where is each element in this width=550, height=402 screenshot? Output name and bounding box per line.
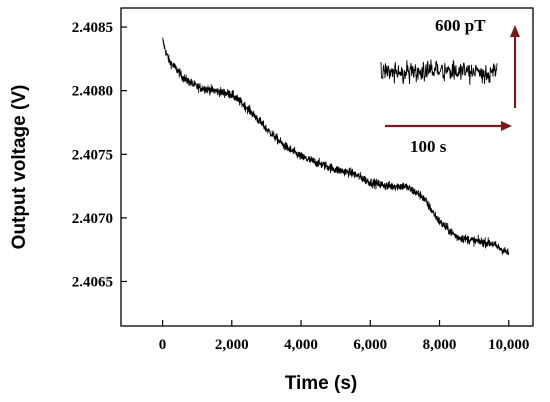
inset-x-scale-label: 100 s <box>410 137 447 156</box>
inset-noise-trace <box>380 59 498 85</box>
y-axis-ticks: 2.4065 2.4070 2.4075 2.4080 2.4085 <box>72 20 127 290</box>
x-tick-label: 6,000 <box>353 337 387 353</box>
inset-y-scale-label: 600 pT <box>435 16 486 35</box>
x-tick-label: 0 <box>159 337 167 353</box>
plot-area-border <box>120 7 534 327</box>
x-axis-title: Time (s) <box>285 373 358 394</box>
series-layer <box>162 37 510 256</box>
y-tick-label: 2.4080 <box>72 84 113 100</box>
plot-frame <box>120 7 534 327</box>
y-tick-label: 2.4075 <box>72 147 113 163</box>
x-tick-label: 8,000 <box>423 337 457 353</box>
inset-x-arrowhead <box>501 121 512 131</box>
inset-y-arrowhead <box>510 25 520 37</box>
x-tick-label: 10,000 <box>488 337 529 353</box>
x-tick-label: 2,000 <box>215 337 249 353</box>
inset-scale: 600 pT 100 s <box>380 16 520 156</box>
y-tick-label: 2.4085 <box>72 20 113 36</box>
voltage-series-line <box>162 37 510 256</box>
x-axis-ticks: 0 2,000 4,000 6,000 8,000 10,000 <box>159 320 529 353</box>
x-tick-label: 4,000 <box>284 337 318 353</box>
y-axis-title: Output voltage (V) <box>9 85 30 250</box>
y-tick-label: 2.4065 <box>72 274 113 290</box>
y-tick-label: 2.4070 <box>72 211 113 227</box>
